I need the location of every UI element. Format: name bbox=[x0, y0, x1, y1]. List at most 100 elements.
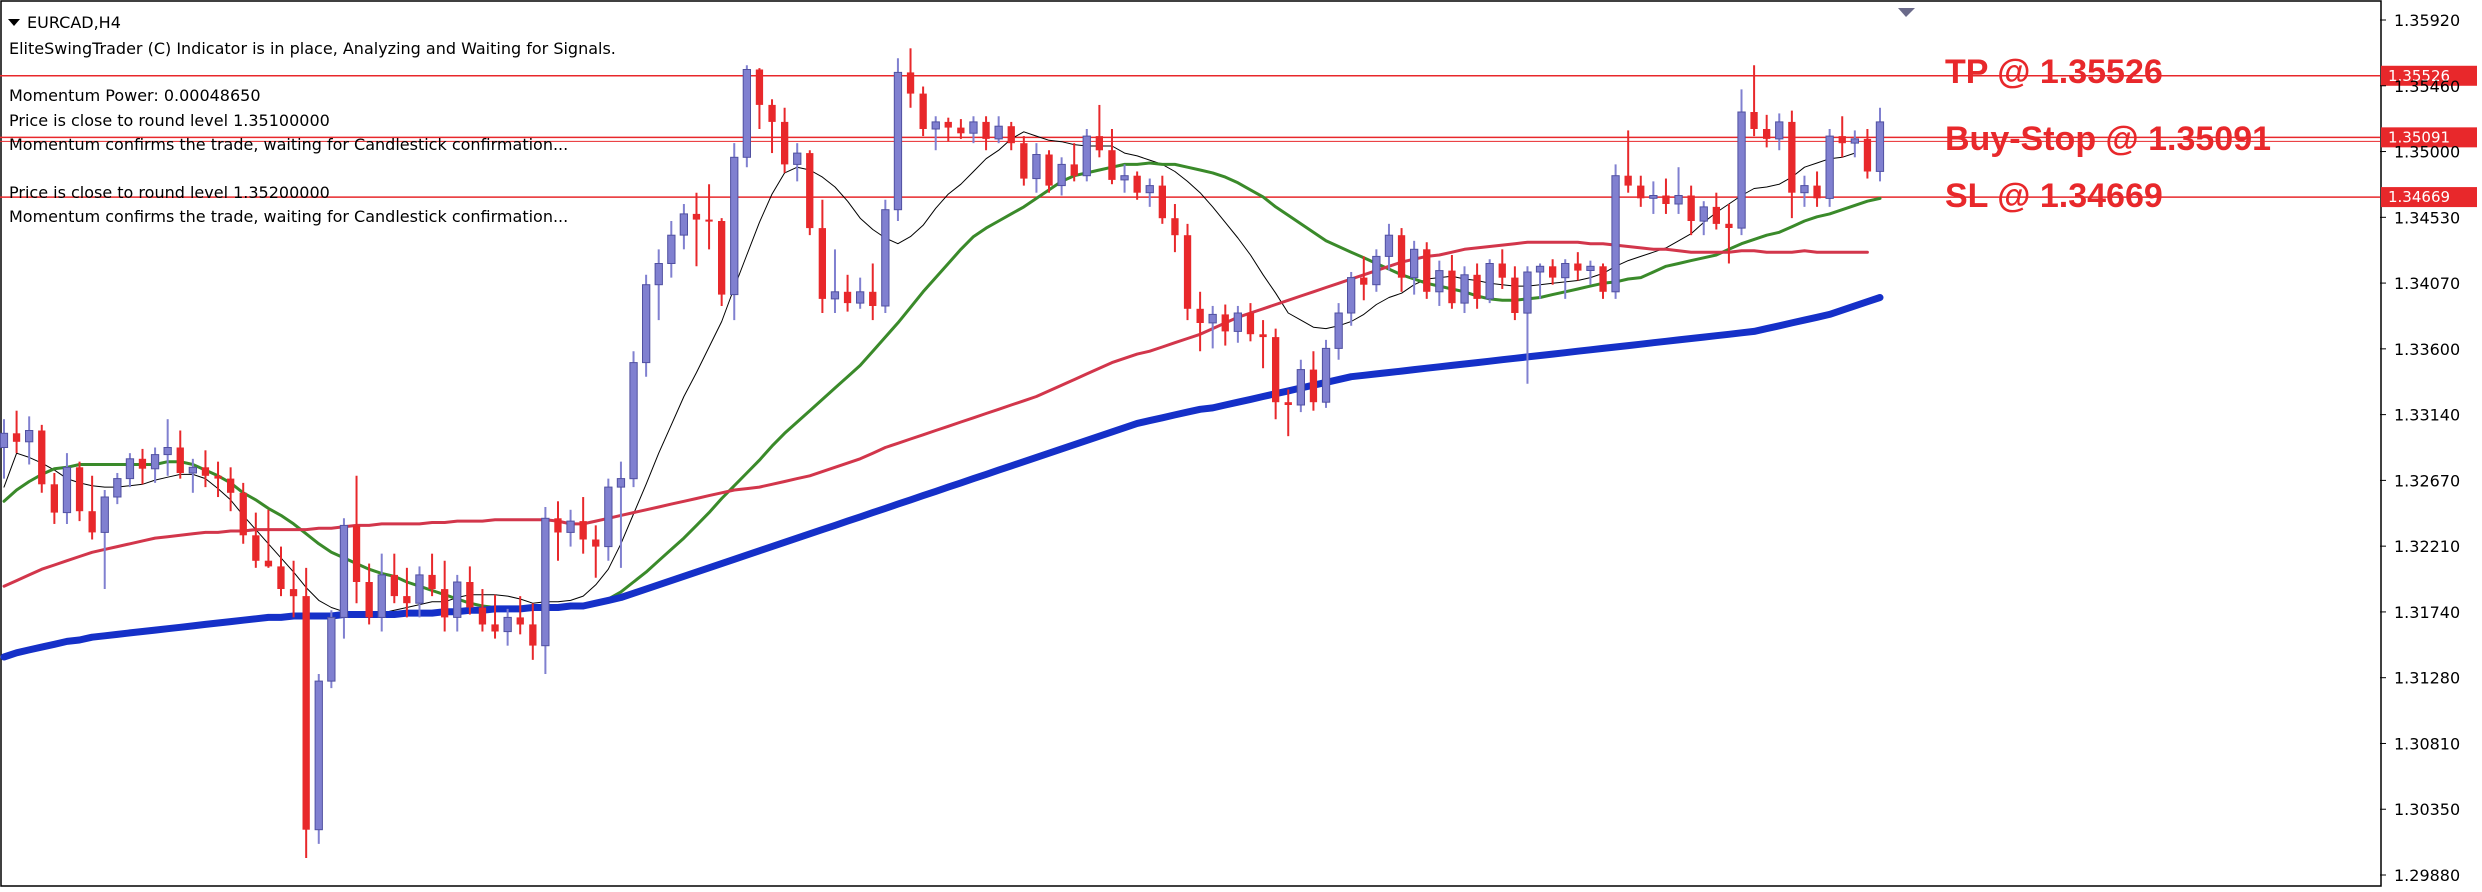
bull-candle bbox=[1410, 248, 1419, 279]
momentum-confirm-2: Momentum confirms the trade, waiting for… bbox=[9, 207, 568, 226]
round-level-2: Price is close to round level 1.35200000 bbox=[9, 183, 330, 202]
y-tick-label: 1.33600 bbox=[2394, 340, 2460, 359]
bull-candle bbox=[188, 466, 197, 474]
bear-candle bbox=[302, 596, 310, 830]
round-level-1: Price is close to round level 1.35100000 bbox=[9, 111, 330, 130]
bear-candle bbox=[1712, 206, 1720, 224]
bear-candle bbox=[1397, 235, 1406, 278]
bear-candle bbox=[1448, 270, 1456, 304]
bull-candle bbox=[1384, 234, 1394, 257]
bear-candle bbox=[1813, 185, 1821, 199]
bull-candle bbox=[415, 574, 424, 604]
bear-candle bbox=[806, 153, 814, 229]
bull-candle bbox=[1850, 138, 1859, 144]
bull-candle bbox=[793, 152, 802, 165]
bull-candle bbox=[566, 520, 575, 533]
bear-candle bbox=[289, 589, 298, 597]
bear-candle bbox=[176, 447, 184, 473]
bear-candle bbox=[1246, 313, 1255, 335]
bear-candle bbox=[491, 624, 499, 632]
bear-candle bbox=[1763, 129, 1771, 139]
bear-candle bbox=[227, 478, 235, 493]
moving-average-1 bbox=[3, 131, 1856, 614]
moving-average-3 bbox=[2, 240, 1869, 588]
bull-candle bbox=[742, 69, 752, 158]
bull-candle bbox=[730, 156, 739, 296]
momentum-confirm-1: Momentum confirms the trade, waiting for… bbox=[9, 135, 568, 154]
bull-candle bbox=[881, 209, 890, 307]
bull-candle bbox=[1334, 312, 1343, 349]
bull-candle bbox=[1535, 265, 1545, 273]
bull-candle bbox=[1347, 277, 1356, 314]
bull-candle bbox=[150, 454, 160, 470]
bull-candle bbox=[1372, 255, 1381, 286]
bull-candle bbox=[1875, 121, 1885, 172]
bear-candle bbox=[755, 69, 764, 105]
bear-candle bbox=[277, 566, 285, 589]
buy-stop-price-tag bbox=[2381, 127, 2477, 148]
bull-candle bbox=[1460, 274, 1469, 304]
bull-candle bbox=[1775, 121, 1784, 140]
bear-candle bbox=[75, 467, 84, 512]
bear-candle bbox=[906, 72, 915, 94]
bear-candle bbox=[478, 607, 487, 625]
bull-candle bbox=[314, 680, 323, 831]
symbol-label: EURCAD,H4 bbox=[27, 13, 121, 32]
bear-candle bbox=[529, 624, 537, 646]
bear-candle bbox=[390, 574, 398, 597]
bear-candle bbox=[239, 492, 247, 536]
y-tick-label: 1.35920 bbox=[2394, 11, 2460, 30]
bear-candle bbox=[12, 433, 21, 442]
bull-candle bbox=[667, 234, 676, 264]
moving-average-4 bbox=[0, 294, 1884, 661]
bear-candle bbox=[441, 589, 449, 618]
bear-candle bbox=[705, 219, 713, 222]
bear-candle bbox=[264, 560, 273, 567]
bull-candle bbox=[1435, 270, 1444, 293]
bull-candle bbox=[1296, 369, 1305, 406]
trade-annotations: TP @ 1.35526 Buy-Stop @ 1.35091 SL @ 1.3… bbox=[1945, 53, 2271, 215]
bear-candle bbox=[428, 574, 436, 590]
bull-candle bbox=[1611, 175, 1620, 293]
bear-candle bbox=[944, 121, 952, 128]
bear-candle bbox=[592, 539, 600, 547]
bull-candle bbox=[1800, 185, 1809, 194]
bear-candle bbox=[1423, 249, 1431, 292]
y-tick-label: 1.35460 bbox=[2394, 77, 2460, 96]
moving-average-2 bbox=[2, 161, 1882, 611]
bear-candle bbox=[1007, 126, 1015, 144]
bear-candle bbox=[1574, 263, 1582, 271]
bear-candle bbox=[1750, 112, 1758, 129]
bull-candle bbox=[1208, 313, 1217, 324]
y-tick-label: 1.33140 bbox=[2394, 406, 2460, 425]
bull-candle bbox=[1825, 135, 1834, 199]
bear-candle bbox=[1511, 277, 1519, 313]
bear-candle bbox=[252, 535, 260, 561]
bear-candle bbox=[579, 521, 587, 540]
bear-candle bbox=[1284, 402, 1292, 405]
bull-candle bbox=[100, 496, 109, 533]
bull-candle bbox=[616, 478, 626, 488]
collapse-triangle-icon[interactable] bbox=[8, 19, 20, 26]
bear-candle bbox=[1473, 274, 1481, 299]
momentum-power: Momentum Power: 0.00048650 bbox=[9, 86, 261, 105]
y-tick-label: 1.34070 bbox=[2394, 274, 2460, 293]
bear-candle bbox=[1095, 136, 1103, 151]
bear-candle bbox=[1309, 369, 1318, 403]
bull-candle bbox=[377, 574, 386, 618]
bear-candle bbox=[843, 291, 852, 304]
bull-candle bbox=[1321, 347, 1331, 403]
bull-candle bbox=[1586, 265, 1595, 271]
y-tick-label: 1.30810 bbox=[2394, 734, 2460, 753]
shift-marker-icon[interactable] bbox=[1898, 8, 1915, 17]
bull-candle bbox=[25, 430, 34, 443]
bull-candle bbox=[113, 478, 122, 498]
buy-stop-annotation: Buy-Stop @ 1.35091 bbox=[1945, 120, 2271, 158]
bear-candle bbox=[1838, 136, 1846, 144]
bear-candle bbox=[554, 518, 562, 533]
bear-candle bbox=[1171, 218, 1179, 236]
bear-candle bbox=[516, 617, 524, 625]
bear-candle bbox=[1863, 138, 1872, 172]
